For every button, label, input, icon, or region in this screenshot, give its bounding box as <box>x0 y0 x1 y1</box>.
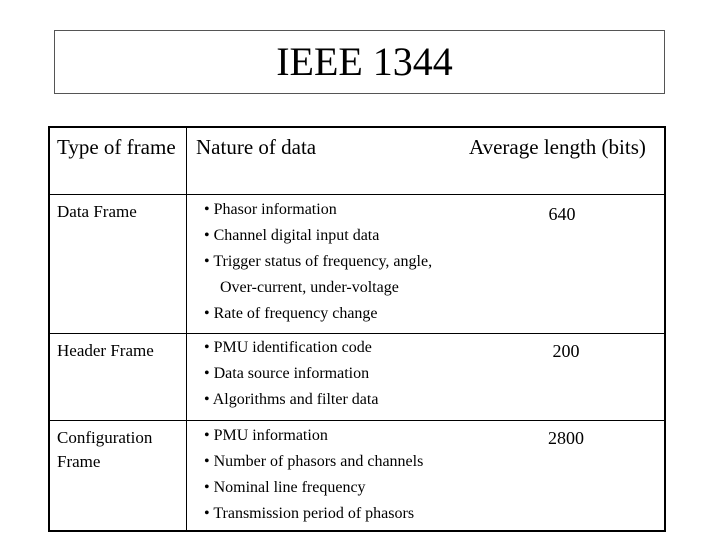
list-item: • Trigger status of frequency, angle, <box>204 253 433 270</box>
list-item: • Phasor information <box>204 201 337 218</box>
average-length-value: 2800 <box>548 428 584 448</box>
list-item: • Rate of frequency change <box>204 305 378 322</box>
row-divider <box>50 333 664 334</box>
list-item: • Data source information <box>204 365 370 382</box>
header-nature-label: Nature of data <box>196 135 317 159</box>
row-header-frame-nature: • PMU identification code • Data source … <box>204 335 504 413</box>
row-divider <box>50 194 664 195</box>
nature-list: • PMU identification code • Data source … <box>204 335 504 413</box>
row-data-frame-length: 640 <box>502 202 622 226</box>
page-title: IEEE 1344 <box>276 39 453 84</box>
title-box: IEEE 1344 <box>54 30 665 94</box>
row-configuration-frame-nature: • PMU information • Number of phasors an… <box>204 423 504 527</box>
row-data-frame-type: Data Frame <box>57 200 182 224</box>
row-data-frame-nature: • Phasor information • Channel digital i… <box>204 197 504 327</box>
list-item: • Number of phasors and channels <box>204 453 424 470</box>
header-nature: Nature of data <box>196 134 456 161</box>
list-item: • Channel digital input data <box>204 227 380 244</box>
column-divider <box>186 128 187 530</box>
average-length-value: 640 <box>548 204 576 224</box>
frame-table: Type of frame Nature of data Average len… <box>48 126 666 532</box>
header-length-label: Average length (bits) <box>469 135 646 159</box>
list-item: • Algorithms and filter data <box>204 391 379 408</box>
list-item: • Nominal line frequency <box>204 479 366 496</box>
frame-type-label: Header Frame <box>57 341 154 360</box>
row-header-frame-type: Header Frame <box>57 339 182 363</box>
header-type: Type of frame <box>57 134 177 161</box>
row-header-frame-length: 200 <box>506 339 626 363</box>
frame-type-label: Configuration Frame <box>57 428 153 471</box>
list-item: • PMU information <box>204 427 328 444</box>
list-item: Over-current, under-voltage <box>204 275 504 301</box>
list-item: • PMU identification code <box>204 339 372 356</box>
nature-list: • Phasor information • Channel digital i… <box>204 197 504 327</box>
frame-type-label: Data Frame <box>57 202 137 221</box>
row-configuration-frame-type: Configuration Frame <box>57 426 182 474</box>
header-type-label: Type of frame <box>57 135 176 159</box>
row-configuration-frame-length: 2800 <box>506 426 626 450</box>
row-divider <box>50 420 664 421</box>
list-item-continuation: Over-current, under-voltage <box>220 279 399 296</box>
header-length: Average length (bits) <box>469 134 659 161</box>
average-length-value: 200 <box>552 341 580 361</box>
list-item: • Transmission period of phasors <box>204 505 415 522</box>
nature-list: • PMU information • Number of phasors an… <box>204 423 504 527</box>
